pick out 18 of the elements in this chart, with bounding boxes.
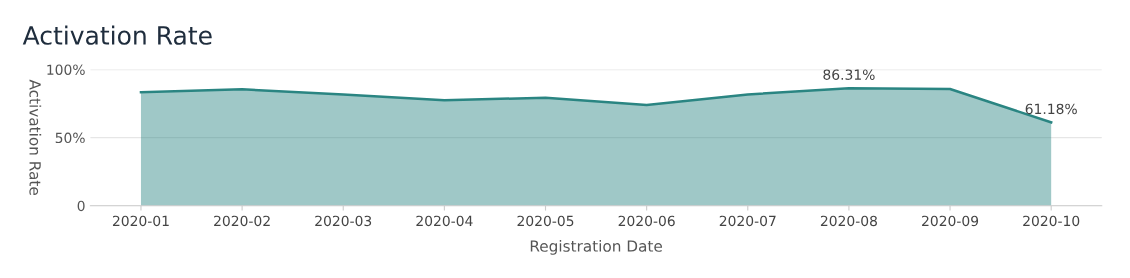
x-tick-label: 2020-01 [112,215,169,227]
y-axis-title: Activation Rate [29,79,42,195]
y-tick-label: 50% [55,132,85,144]
y-tick-label: 100% [47,64,85,75]
x-axis-title: Registration Date [530,240,663,255]
x-tick-label: 2020-05 [517,215,574,227]
x-tick-label: 2020-03 [315,215,372,227]
y-tick-label: 0 [77,200,85,212]
x-tick-label: 2020-09 [922,215,979,227]
chart-title: Activation Rate [22,25,212,45]
x-tick-label: 2020-02 [214,215,270,227]
x-tick-label: 2020-07 [719,215,776,227]
x-tick-label: 2020-04 [416,215,473,227]
data-label: 61.18% [1025,103,1077,115]
x-tick-label: 2020-10 [1023,215,1080,227]
x-tick-label: 2020-06 [618,215,675,227]
data-label: 86.31% [823,69,875,80]
x-tick-label: 2020-08 [820,215,877,227]
